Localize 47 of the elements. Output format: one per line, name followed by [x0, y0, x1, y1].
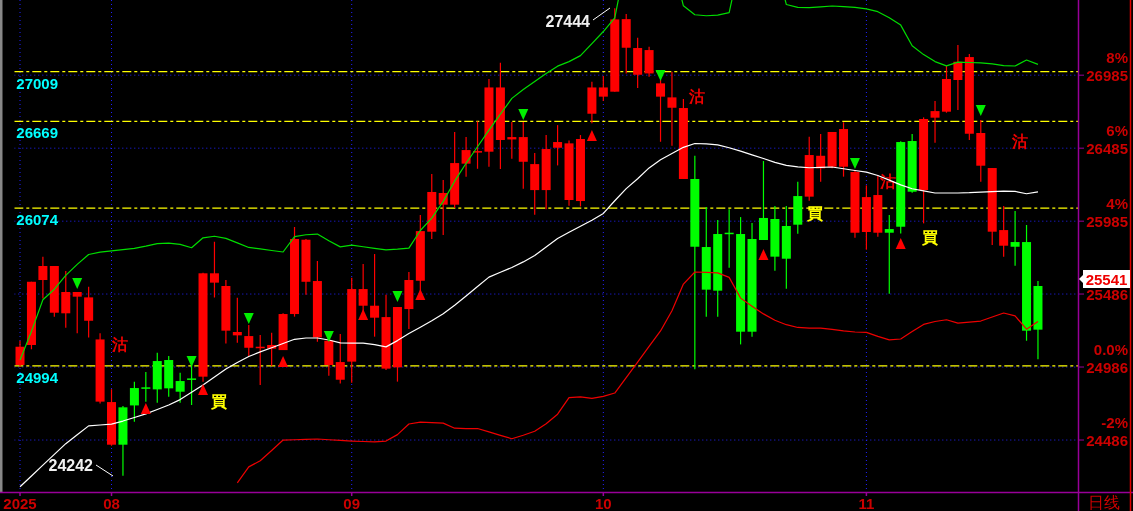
- y2-tick-label: 8%: [1106, 49, 1128, 67]
- x-tick-label: 2025: [3, 495, 37, 511]
- point: [518, 109, 529, 121]
- point: [655, 70, 666, 82]
- point: [243, 312, 254, 324]
- line-series: [236, 271, 1039, 484]
- y2-tick-label: 0.0%: [1093, 341, 1128, 359]
- y-tick-label: 24986: [1086, 359, 1128, 377]
- annotation: 沽: [688, 88, 705, 105]
- point: [358, 309, 369, 321]
- y-tick-label: 24486: [1086, 432, 1128, 450]
- point: [415, 289, 426, 301]
- point: [72, 278, 83, 290]
- annotation: 買: [921, 229, 938, 246]
- ref-line-label: 26669: [16, 124, 59, 142]
- point: [758, 249, 769, 261]
- point: [278, 356, 289, 368]
- point: [975, 105, 986, 117]
- x-tick-label: 10: [594, 495, 612, 511]
- annotation: 買: [210, 393, 227, 410]
- annotation: 24242: [48, 457, 94, 474]
- y2-tick-label: 6%: [1106, 122, 1128, 140]
- point: [849, 158, 860, 170]
- y2-tick-label: -2%: [1101, 413, 1128, 431]
- annotation: 沽: [1011, 133, 1028, 150]
- point: [586, 130, 597, 142]
- point: [895, 238, 906, 250]
- point: [198, 384, 209, 396]
- x-tick-label: 09: [343, 495, 361, 511]
- x-axis-title: 日线: [1088, 494, 1120, 511]
- ref-line-label: 24994: [16, 368, 59, 386]
- y-tick-label: 26985: [1086, 67, 1128, 85]
- ref-line-label: 26074: [16, 211, 59, 229]
- x-tick-label: 11: [858, 495, 875, 511]
- point: [186, 356, 197, 368]
- point: [392, 291, 403, 303]
- y-tick-label: 25985: [1086, 213, 1128, 231]
- point: [140, 403, 151, 415]
- annotation: 27444: [545, 13, 591, 30]
- ref-line-label: 27009: [16, 74, 59, 92]
- y2-tick-label: 4%: [1106, 195, 1128, 213]
- annotation: 買: [806, 205, 823, 222]
- point: [323, 331, 334, 343]
- annotation: 沽: [111, 336, 128, 353]
- y-tick-label: 26485: [1086, 140, 1128, 158]
- y-tick-label: 25486: [1086, 286, 1128, 304]
- x-tick-label: 08: [103, 495, 120, 511]
